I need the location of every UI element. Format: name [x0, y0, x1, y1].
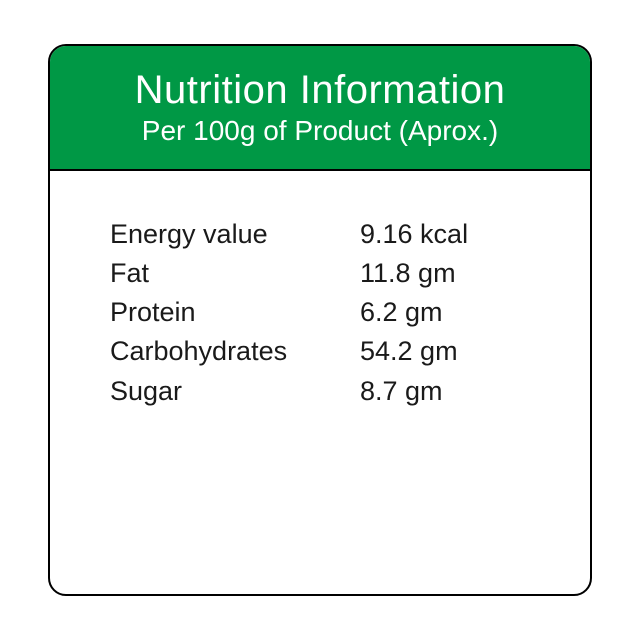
row-value: 8.7 gm — [360, 372, 443, 411]
panel-body: Energy value 9.16 kcal Fat 11.8 gm Prote… — [50, 171, 590, 411]
panel-subtitle: Per 100g of Product (Aprox.) — [60, 115, 580, 147]
row-value: 9.16 kcal — [360, 215, 468, 254]
table-row: Carbohydrates 54.2 gm — [110, 332, 530, 371]
table-row: Sugar 8.7 gm — [110, 372, 530, 411]
table-row: Protein 6.2 gm — [110, 293, 530, 332]
row-value: 11.8 gm — [360, 254, 456, 293]
nutrition-panel: Nutrition Information Per 100g of Produc… — [48, 44, 592, 596]
table-row: Energy value 9.16 kcal — [110, 215, 530, 254]
table-row: Fat 11.8 gm — [110, 254, 530, 293]
row-label: Energy value — [110, 215, 360, 254]
row-label: Fat — [110, 254, 360, 293]
row-label: Sugar — [110, 372, 360, 411]
row-value: 54.2 gm — [360, 332, 458, 371]
panel-title: Nutrition Information — [60, 68, 580, 113]
row-value: 6.2 gm — [360, 293, 443, 332]
panel-header: Nutrition Information Per 100g of Produc… — [50, 46, 590, 171]
row-label: Protein — [110, 293, 360, 332]
row-label: Carbohydrates — [110, 332, 360, 371]
